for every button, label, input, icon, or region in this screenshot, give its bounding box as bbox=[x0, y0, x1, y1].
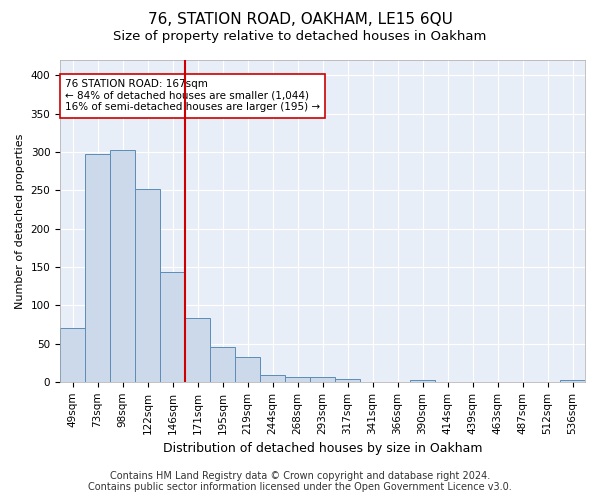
Bar bbox=[85, 154, 110, 382]
Bar bbox=[410, 380, 435, 382]
Bar bbox=[60, 328, 85, 382]
Text: Contains HM Land Registry data © Crown copyright and database right 2024.
Contai: Contains HM Land Registry data © Crown c… bbox=[88, 471, 512, 492]
Bar bbox=[260, 375, 285, 382]
Text: Size of property relative to detached houses in Oakham: Size of property relative to detached ho… bbox=[113, 30, 487, 43]
Bar bbox=[235, 356, 260, 382]
Bar bbox=[160, 272, 185, 382]
Bar bbox=[285, 377, 310, 382]
Bar bbox=[135, 190, 160, 382]
Bar bbox=[185, 318, 210, 382]
Text: 76, STATION ROAD, OAKHAM, LE15 6QU: 76, STATION ROAD, OAKHAM, LE15 6QU bbox=[148, 12, 452, 28]
Y-axis label: Number of detached properties: Number of detached properties bbox=[15, 133, 25, 308]
X-axis label: Distribution of detached houses by size in Oakham: Distribution of detached houses by size … bbox=[163, 442, 482, 455]
Bar bbox=[560, 380, 585, 382]
Bar bbox=[310, 377, 335, 382]
Bar bbox=[210, 348, 235, 382]
Text: 76 STATION ROAD: 167sqm
← 84% of detached houses are smaller (1,044)
16% of semi: 76 STATION ROAD: 167sqm ← 84% of detache… bbox=[65, 79, 320, 112]
Bar bbox=[335, 379, 360, 382]
Bar bbox=[110, 150, 135, 382]
